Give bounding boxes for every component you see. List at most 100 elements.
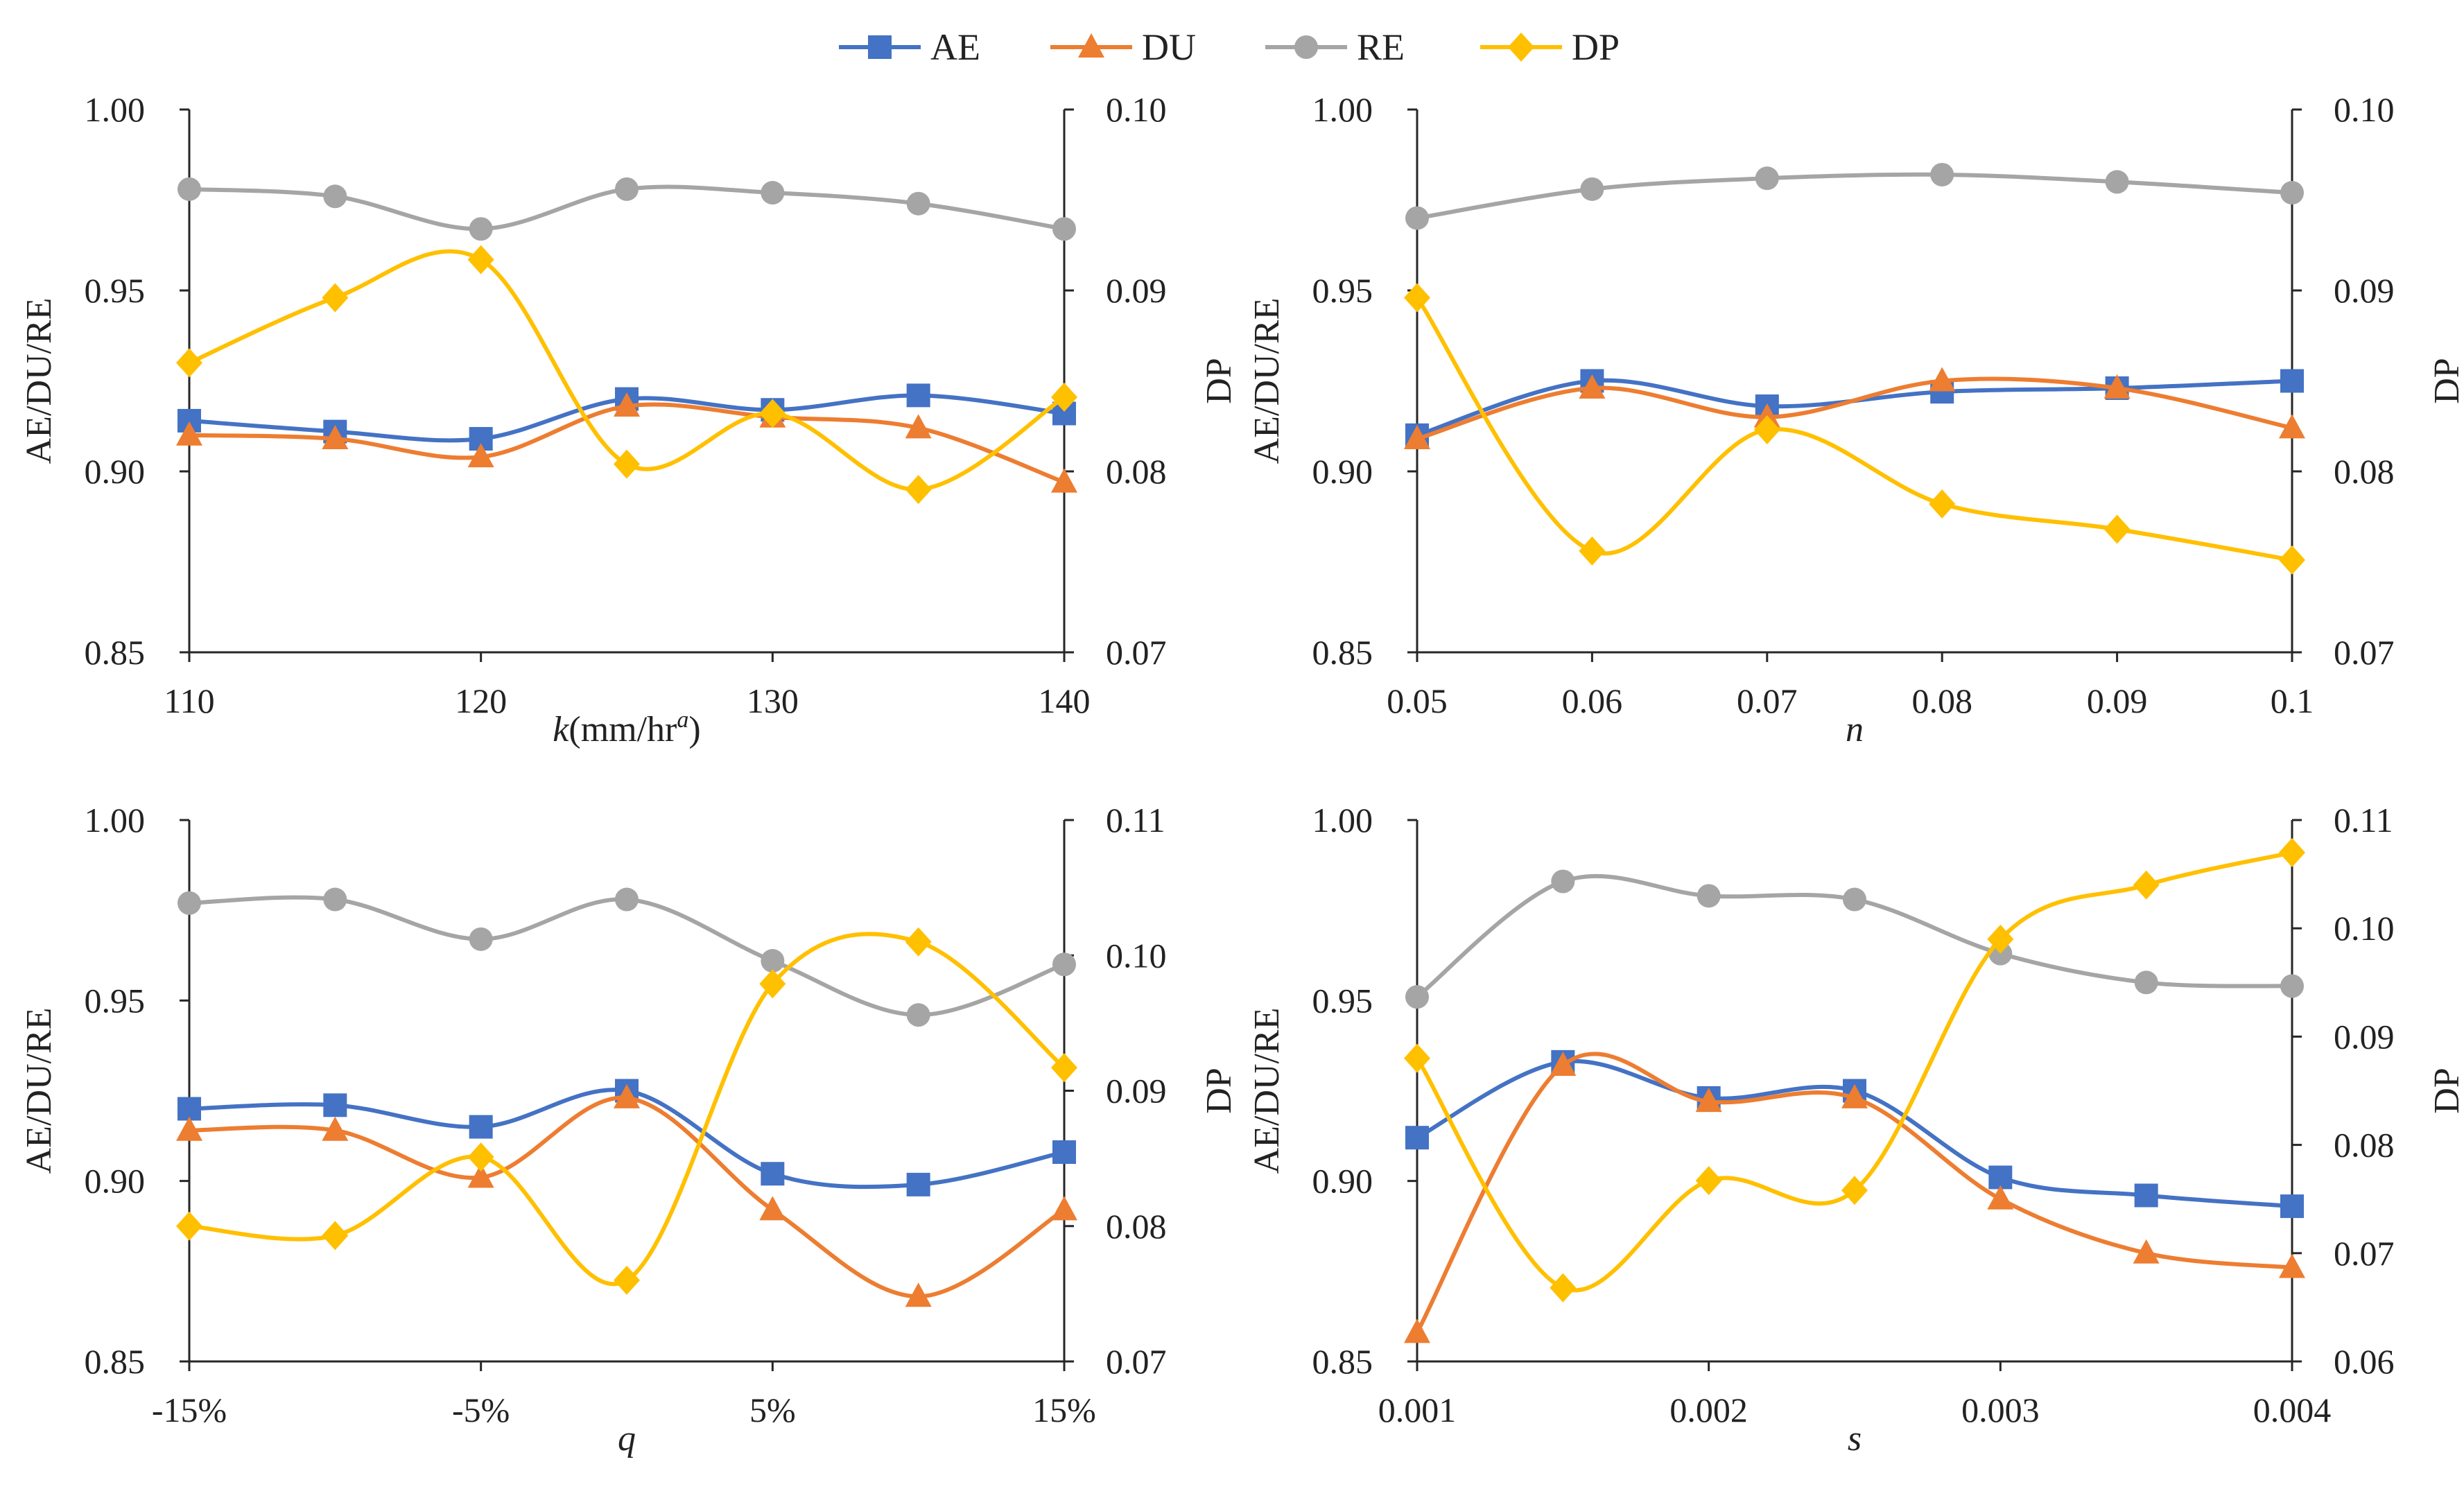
data-point-dp: [1550, 1273, 1577, 1303]
data-point-re: [469, 217, 493, 241]
left-y-tick-label: 0.85: [1312, 633, 1373, 672]
data-point-du: [1404, 425, 1430, 450]
x-tick-label: 110: [164, 681, 214, 720]
data-point-dp: [614, 449, 640, 479]
data-point-re: [1930, 162, 1954, 186]
data-point-dp: [1051, 1053, 1077, 1083]
right-y-tick-label: 0.09: [2334, 1017, 2395, 1056]
series-line-re: [189, 895, 1065, 1018]
data-point-re: [761, 949, 785, 973]
data-point-re: [1551, 869, 1575, 894]
x-axis-unit: (mm/hr: [569, 710, 677, 749]
x-tick-label: 0.08: [1911, 681, 1972, 720]
x-axis-label: k(mm/hra): [553, 707, 700, 749]
data-point-re: [2280, 181, 2304, 205]
data-point-re: [177, 177, 201, 201]
data-point-dp: [759, 969, 786, 999]
data-point-dp: [176, 1211, 202, 1241]
data-point-ae: [323, 1093, 347, 1117]
chart-panel-bottom-right: 0.85 0.90 0.95 1.00 0.06 0.07 0.08 0.09 0.10 0.11…: [1247, 801, 2464, 1458]
series-du: [1404, 367, 2305, 450]
data-point-re: [469, 927, 493, 951]
right-y-axis-label: DP: [1199, 358, 1239, 403]
data-point-du: [2279, 414, 2305, 439]
right-y-tick-label: 0.10: [1106, 90, 1167, 129]
data-point-dp: [905, 927, 932, 957]
data-point-du: [1579, 374, 1606, 399]
data-point-du: [176, 421, 202, 446]
legend-item-ae: AE: [839, 26, 980, 68]
legend-label: RE: [1357, 26, 1405, 68]
x-axis-unit-close: ): [688, 710, 700, 749]
legend-label: DP: [1572, 26, 1620, 68]
right-y-tick-label: 0.08: [2334, 452, 2395, 491]
right-y-tick-label: 0.07: [1106, 1342, 1167, 1381]
data-point-dp: [2133, 870, 2160, 900]
x-tick-label: 0.1: [2271, 681, 2314, 720]
data-point-du: [322, 425, 349, 450]
data-point-ae: [1405, 1126, 1429, 1150]
data-point-du: [1404, 1318, 1430, 1343]
data-point-du: [467, 1163, 494, 1188]
data-point-ae: [906, 1172, 930, 1196]
x-tick-label: 0.05: [1387, 681, 1448, 720]
right-y-tick-label: 0.06: [2334, 1342, 2395, 1381]
x-tick-label: 0.001: [1378, 1391, 1457, 1429]
x-tick-label: 15%: [1032, 1391, 1096, 1429]
x-axis-label: n: [1846, 710, 1864, 749]
data-point-du: [1987, 1185, 2014, 1210]
data-point-re: [615, 177, 639, 201]
legend-item-du: DU: [1050, 26, 1196, 68]
data-point-re: [1580, 177, 1604, 201]
x-tick-label: 0.002: [1669, 1391, 1748, 1429]
legend-marker-circle: [1294, 35, 1318, 59]
data-point-dp: [322, 283, 349, 313]
legend: AE DU RE DP: [839, 26, 1620, 68]
data-point-dp: [176, 348, 202, 378]
series-line-ae: [1416, 378, 2293, 437]
left-y-tick-label: 0.95: [85, 271, 146, 310]
x-tick-label: 120: [455, 681, 507, 720]
data-point-du: [905, 1282, 932, 1307]
series-line-du: [1415, 1052, 2293, 1334]
data-point-dp: [1695, 1166, 1722, 1196]
left-y-tick-label: 1.00: [1312, 801, 1373, 839]
data-point-re: [2280, 974, 2304, 998]
right-y-tick-label: 0.07: [2334, 633, 2395, 672]
series-line-dp: [1415, 296, 2293, 562]
right-y-tick-label: 0.08: [2334, 1126, 2395, 1165]
x-axis-unit-superscript: a: [677, 707, 688, 733]
data-point-dp: [467, 245, 494, 275]
data-point-ae: [761, 1162, 785, 1186]
data-point-ae: [2280, 1194, 2304, 1219]
data-point-dp: [1987, 924, 2014, 954]
right-y-tick-label: 0.07: [2334, 1234, 2395, 1273]
x-axis-label: q: [618, 1419, 636, 1458]
data-point-dp: [2103, 514, 2131, 544]
legend-marker-diamond: [1508, 33, 1534, 62]
x-tick-label: 0.004: [2253, 1391, 2332, 1429]
left-y-tick-label: 0.95: [85, 981, 146, 1020]
legend-label: DU: [1142, 26, 1196, 68]
data-point-du: [2133, 1239, 2160, 1264]
data-point-ae: [906, 383, 930, 408]
left-y-tick-label: 1.00: [85, 801, 146, 839]
data-point-re: [2105, 170, 2129, 194]
data-point-re: [1052, 217, 1076, 241]
data-point-re: [1405, 985, 1429, 1009]
data-point-dp: [1929, 489, 1956, 519]
right-y-axis-label: DP: [2427, 1068, 2464, 1113]
data-point-re: [323, 184, 347, 209]
data-point-du: [614, 1083, 640, 1108]
left-y-tick-label: 0.90: [1312, 452, 1373, 491]
x-tick-label: 140: [1039, 681, 1091, 720]
legend-label: AE: [930, 26, 980, 68]
left-y-axis-label: AE/DU/RE: [19, 298, 59, 464]
data-point-re: [1405, 206, 1429, 230]
data-point-ae: [1052, 1140, 1076, 1165]
data-point-du: [2279, 1253, 2305, 1278]
x-tick-label: 5%: [749, 1391, 796, 1429]
data-point-re: [177, 891, 201, 915]
data-point-dp: [1841, 1176, 1868, 1205]
x-tick-label: 0.003: [1961, 1391, 2040, 1429]
